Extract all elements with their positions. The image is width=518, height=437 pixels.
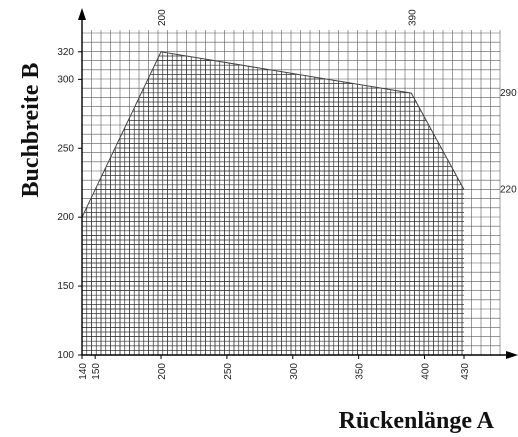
y-tick-label: 150 <box>57 281 74 292</box>
x-top-tick-label: 390 <box>407 9 418 26</box>
y-axis-arrow <box>78 8 86 20</box>
region-outline <box>81 51 465 218</box>
y-tick-label: 250 <box>57 143 74 154</box>
axes <box>78 8 518 359</box>
x-tick-label: 150 <box>91 363 102 380</box>
x-tick-label: 300 <box>289 363 300 380</box>
x-axis-arrow <box>506 351 518 359</box>
x-top-tick-label: 200 <box>157 9 168 26</box>
y-tick-label: 320 <box>57 47 74 58</box>
x-tick-label: 250 <box>223 363 234 380</box>
x-axis-title: Rückenlänge A <box>339 408 495 434</box>
x-tick-label: 200 <box>157 363 168 380</box>
x-tick-label: 350 <box>355 363 366 380</box>
y-axis-title: Buchbreite B <box>18 63 44 198</box>
y-right-tick-label: 220 <box>500 185 517 196</box>
x-tick-label: 400 <box>420 363 431 380</box>
x-tick-label: 140 <box>78 363 89 380</box>
y-tick-label: 300 <box>57 74 74 85</box>
y-tick-label: 200 <box>57 212 74 223</box>
y-right-tick-label: 290 <box>500 88 517 99</box>
y-tick-label: 100 <box>57 350 74 361</box>
x-tick-label: 430 <box>460 363 471 380</box>
